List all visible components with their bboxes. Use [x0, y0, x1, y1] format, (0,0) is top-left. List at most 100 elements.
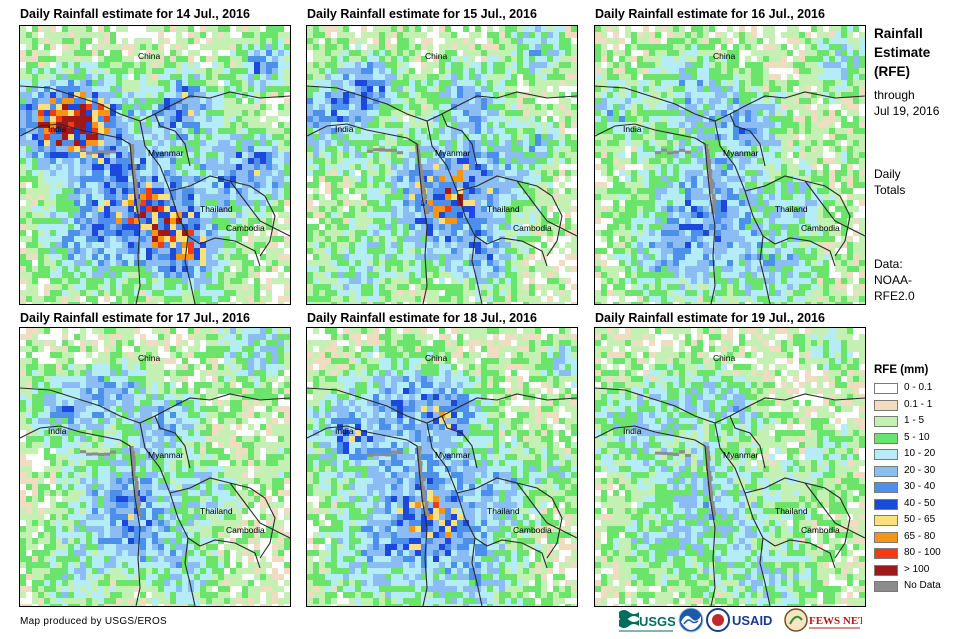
through-label: through — [874, 88, 915, 102]
place-label-thailand: Thailand — [775, 204, 808, 214]
country-borders — [20, 85, 290, 304]
place-label-thailand: Thailand — [487, 506, 520, 516]
data-source-line1: Data: — [874, 257, 903, 271]
country-borders — [307, 387, 577, 606]
sidebar-title: Rainfall Estimate (RFE) — [874, 24, 930, 81]
usgs-logo: USGS — [619, 610, 675, 632]
place-label-cambodia: Cambodia — [513, 525, 552, 535]
legend-label: > 100 — [904, 563, 930, 575]
place-label-thailand: Thailand — [775, 506, 808, 516]
country-borders — [595, 85, 865, 304]
legend-label: No Data — [904, 580, 941, 591]
place-label-cambodia: Cambodia — [226, 223, 265, 233]
place-label-china: China — [138, 51, 160, 61]
legend-label: 65 - 80 — [904, 530, 936, 542]
legend-label: 5 - 10 — [904, 431, 930, 443]
panel-title-6: Daily Rainfall estimate for 19 Jul., 201… — [595, 311, 825, 325]
rainfall-map-2: China India Myanmar Thailand Cambodia — [306, 25, 578, 305]
place-label-myanmar: Myanmar — [148, 148, 184, 158]
place-label-myanmar: Myanmar — [723, 450, 759, 460]
legend-swatch — [874, 548, 898, 559]
legend-swatch — [874, 564, 898, 576]
rainfall-field — [595, 26, 865, 304]
panel-title-1: Daily Rainfall estimate for 14 Jul., 201… — [20, 7, 250, 21]
legend-label: 0.1 - 1 — [904, 398, 933, 410]
data-source-line2: NOAA- — [874, 273, 913, 287]
place-label-china: China — [425, 353, 447, 363]
place-label-india: India — [623, 124, 642, 134]
place-label-myanmar: Myanmar — [148, 450, 184, 460]
sidebar-title-line1: Rainfall — [874, 26, 923, 41]
daily-totals: Daily Totals — [874, 166, 905, 198]
legend-label: 10 - 20 — [904, 448, 936, 459]
legend-label: 30 - 40 — [904, 481, 936, 492]
rainfall-map-5: China India Myanmar Thailand Cambodia — [306, 327, 578, 607]
legend-swatch — [874, 383, 898, 394]
usaid-logo: USAID — [706, 608, 772, 632]
place-label-cambodia: Cambodia — [226, 525, 265, 535]
place-label-cambodia: Cambodia — [513, 223, 552, 233]
daily-totals-line2: Totals — [874, 183, 906, 197]
legend-swatch — [874, 531, 898, 543]
legend-label: 20 - 30 — [904, 464, 936, 476]
legend-swatch — [874, 399, 898, 411]
place-label-cambodia: Cambodia — [801, 223, 840, 233]
country-borders — [595, 387, 865, 606]
daily-totals-line1: Daily — [874, 167, 901, 181]
panel-title-5: Daily Rainfall estimate for 18 Jul., 201… — [307, 311, 537, 325]
rainfall-field — [307, 26, 577, 304]
place-label-myanmar: Myanmar — [435, 148, 471, 158]
place-label-myanmar: Myanmar — [435, 450, 471, 460]
legend-swatch — [874, 449, 898, 460]
no-data-area — [80, 446, 142, 516]
legend-label: 0 - 0.1 — [904, 382, 933, 393]
panel-title-4: Daily Rainfall estimate for 17 Jul., 201… — [20, 311, 250, 325]
noaa-logo — [678, 607, 704, 633]
place-label-india: India — [623, 426, 642, 436]
sidebar-title-line2: Estimate — [874, 45, 931, 60]
through-value: Jul 19, 2016 — [874, 104, 940, 118]
legend-label: 40 - 50 — [904, 497, 936, 509]
data-source: Data: NOAA- RFE2.0 — [874, 256, 915, 304]
panel-title-3: Daily Rainfall estimate for 16 Jul., 201… — [595, 7, 825, 21]
place-label-india: India — [48, 124, 67, 134]
no-data-area — [655, 446, 716, 516]
place-label-thailand: Thailand — [487, 204, 520, 214]
legend-swatch — [874, 581, 898, 592]
place-label-china: China — [138, 353, 160, 363]
country-borders — [307, 85, 577, 304]
fewsnet-logo: FEWS NET — [784, 608, 862, 632]
place-label-thailand: Thailand — [200, 506, 233, 516]
place-label-china: China — [425, 51, 447, 61]
legend-swatch — [874, 465, 898, 477]
rainfall-map-3: China India Myanmar Thailand Cambodia — [594, 25, 866, 305]
place-label-india: India — [48, 426, 67, 436]
legend-label: 50 - 65 — [904, 514, 936, 525]
legend-swatch — [874, 498, 898, 510]
legend-swatch — [874, 432, 898, 444]
rainfall-map-4: China India Myanmar Thailand Cambodia — [19, 327, 291, 607]
place-label-cambodia: Cambodia — [801, 525, 840, 535]
place-label-india: India — [335, 426, 354, 436]
map-credit: Map produced by USGS/EROS — [20, 616, 168, 627]
place-label-china: China — [713, 353, 735, 363]
rainfall-map-6: China India Myanmar Thailand Cambodia — [594, 327, 866, 607]
legend-title: RFE (mm) — [874, 364, 929, 376]
rainfall-map-1: China India Myanmar Thailand Cambodia — [19, 25, 291, 305]
rainfall-field — [307, 328, 577, 606]
place-label-myanmar: Myanmar — [723, 148, 759, 158]
legend-label: 1 - 5 — [904, 415, 925, 426]
legend-swatch — [874, 515, 898, 526]
rainfall-field — [20, 328, 290, 606]
rainfall-field — [20, 26, 290, 304]
place-label-india: India — [335, 124, 354, 134]
rainfall-field — [595, 328, 865, 606]
place-label-thailand: Thailand — [200, 204, 233, 214]
country-borders — [20, 387, 290, 606]
sidebar-title-line3: (RFE) — [874, 64, 910, 79]
data-source-line3: RFE2.0 — [874, 289, 915, 303]
panel-title-2: Daily Rainfall estimate for 15 Jul., 201… — [307, 7, 537, 21]
legend-label: 80 - 100 — [904, 547, 941, 558]
through-date: through Jul 19, 2016 — [874, 87, 939, 119]
legend-swatch — [874, 482, 898, 493]
